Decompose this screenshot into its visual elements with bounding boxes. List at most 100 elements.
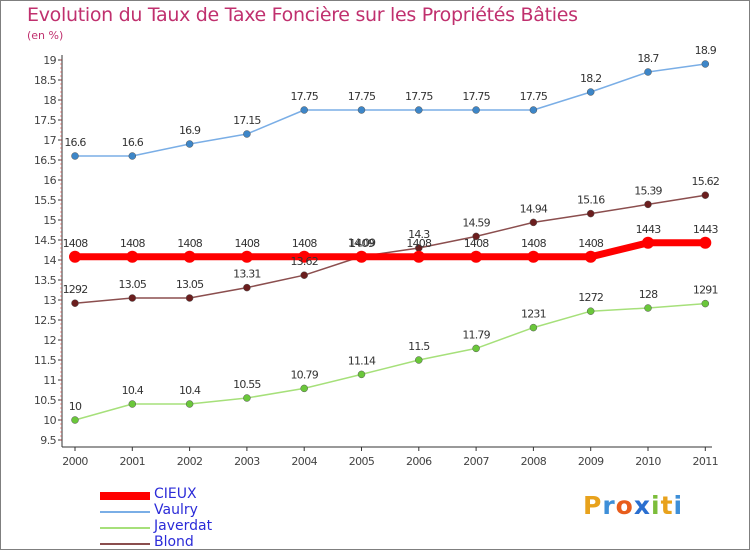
data-point-vaulry [586,88,595,96]
x-tick-label: 2010 [635,455,661,468]
data-point-javerdat [586,307,595,315]
y-tick-label: 15.5 [34,194,57,207]
data-label-vaulry: 16.6 [64,136,86,149]
x-tick-label: 2009 [578,455,604,468]
data-label-vaulry: 17.75 [405,90,433,103]
data-label-cieux: 1443 [636,223,662,236]
y-tick-label: 16 [43,174,56,187]
data-label-javerdat: 10.4 [179,384,201,397]
data-point-javerdat [243,394,251,402]
logo-letter: i [651,491,661,520]
data-label-cieux: 1443 [693,223,719,236]
data-label-javerdat: 11.14 [348,354,376,367]
data-point-vaulry [128,152,137,160]
data-label-blond: 15.16 [577,194,605,207]
data-label-blond: 13.62 [290,255,318,268]
data-point-vaulry [185,140,194,148]
logo-letter: r [602,491,616,520]
y-tick-label: 14 [43,254,56,267]
data-point-cieux [527,250,540,263]
x-tick-label: 2006 [406,455,432,468]
legend-swatch [100,543,150,545]
y-tick-label: 19 [43,54,56,67]
data-label-javerdat: 128 [639,288,658,301]
proxiti-logo: Proxiti [583,491,683,520]
x-tick-label: 2011 [692,455,718,468]
data-label-cieux: 1408 [406,237,432,250]
data-point-javerdat [357,370,366,379]
data-label-vaulry: 17.75 [290,90,318,103]
x-tick-label: 2001 [119,455,145,468]
series-line-cieux [71,239,709,261]
data-label-cieux: 1408 [177,237,203,250]
data-point-javerdat [71,416,79,424]
logo-letter: x [633,491,651,520]
logo-letter: i [673,491,684,520]
data-point-cieux [183,250,196,263]
data-point-blond [472,232,480,241]
data-point-vaulry [71,152,79,160]
y-tick-label: 17.5 [34,114,57,127]
data-point-blond [243,283,251,292]
legend-swatch [100,492,150,500]
data-point-javerdat [300,384,308,393]
data-point-cieux [584,250,597,263]
y-tick-label: 17 [43,134,56,147]
data-point-cieux [642,236,654,249]
data-label-javerdat: 10 [69,400,82,413]
y-tick-label: 11 [43,374,56,387]
x-tick-label: 2003 [234,455,260,468]
data-label-javerdat: 1272 [578,291,603,304]
y-tick-label: 9.5 [40,434,56,447]
y-tick-label: 11.5 [34,354,57,367]
series-line-blond [74,194,707,304]
data-label-javerdat: 11.5 [408,340,430,353]
y-tick-label: 12 [43,334,56,347]
x-tick-label: 2004 [291,455,317,468]
y-tick-label: 18.5 [34,74,57,87]
data-point-vaulry [529,106,538,114]
data-label-blond: 15.62 [692,175,720,188]
data-point-javerdat [415,356,423,364]
chart-subtitle: (en %) [27,29,64,42]
data-label-javerdat: 1231 [521,308,546,321]
data-label-vaulry: 17.15 [233,114,261,127]
y-tick-label: 16.5 [34,154,57,167]
data-point-vaulry [243,130,251,138]
data-point-cieux [240,250,253,263]
y-tick-label: 12.5 [34,314,57,327]
legend-swatch [100,511,150,513]
data-label-vaulry: 18.2 [580,72,601,85]
data-label-blond: 14.3 [408,228,430,241]
data-point-blond [300,271,308,279]
legend-label: Javerdat [154,518,213,534]
legend-label: Blond [154,534,194,550]
data-point-cieux [355,250,368,263]
data-label-cieux: 1408 [292,237,318,250]
data-label-blond: 14.94 [520,202,548,215]
data-point-javerdat [529,323,538,332]
data-label-javerdat: 10.4 [122,384,144,397]
data-label-blond: 13.05 [119,278,147,291]
data-label-cieux: 1408 [235,237,261,250]
data-label-javerdat: 11.79 [462,328,490,341]
data-point-blond [529,218,538,227]
x-tick-label: 2005 [349,455,375,468]
data-point-blond [128,294,137,302]
data-point-blond [644,200,652,209]
data-point-javerdat [701,299,710,308]
y-tick-label: 10.5 [34,394,57,407]
data-label-cieux: 1409 [349,237,375,250]
data-label-javerdat: 10.55 [233,378,261,391]
logo-letter: P [583,491,603,520]
x-tick-label: 2002 [177,455,203,468]
data-label-vaulry: 16.9 [179,124,201,137]
y-tick-label: 15 [43,214,56,227]
data-point-cieux [699,236,712,249]
data-point-cieux [298,250,311,263]
x-tick-label: 2008 [521,455,547,468]
data-point-vaulry [701,60,710,68]
data-label-cieux: 1408 [578,237,604,250]
data-label-javerdat: 1291 [693,284,718,297]
data-label-vaulry: 18.7 [637,52,659,65]
